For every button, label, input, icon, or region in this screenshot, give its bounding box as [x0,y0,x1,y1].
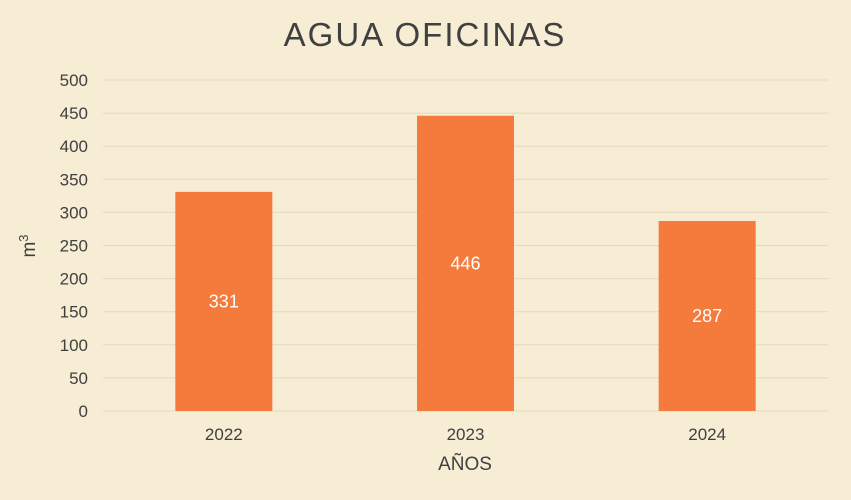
data-label: 446 [450,253,480,273]
y-tick-label: 50 [69,369,88,388]
x-tick-label: 2023 [447,425,485,444]
x-tick-label: 2024 [688,425,726,444]
y-axis-ticks: 0 50 100 150 200 250 300 350 400 450 500 [60,71,88,421]
x-tick-label: 2022 [205,425,243,444]
bar-2023 [417,115,514,412]
bars [175,115,756,412]
y-axis-label: m3 [16,234,41,257]
x-axis-ticks: 2022 2023 2024 [205,425,726,444]
bar-2022 [175,191,273,411]
y-tick-label: 250 [60,237,88,256]
bar-2024 [658,221,756,411]
y-tick-label: 350 [60,170,88,189]
y-tick-label: 500 [60,71,88,90]
data-label: 331 [209,291,239,311]
y-axis-label-unit: m [19,242,40,258]
chart-title: AGUA OFICINAS [284,16,567,53]
y-tick-label: 400 [60,137,88,156]
y-tick-label: 200 [60,270,88,289]
y-tick-label: 0 [79,402,88,421]
data-labels: 331 446 287 [209,253,722,326]
y-axis-label-superscript: 3 [16,234,31,241]
y-tick-label: 150 [60,303,88,322]
y-tick-label: 450 [60,104,88,123]
y-tick-label: 100 [60,336,88,355]
x-axis-label: AÑOS [438,453,492,475]
data-label: 287 [692,306,722,326]
y-tick-label: 300 [60,203,88,222]
